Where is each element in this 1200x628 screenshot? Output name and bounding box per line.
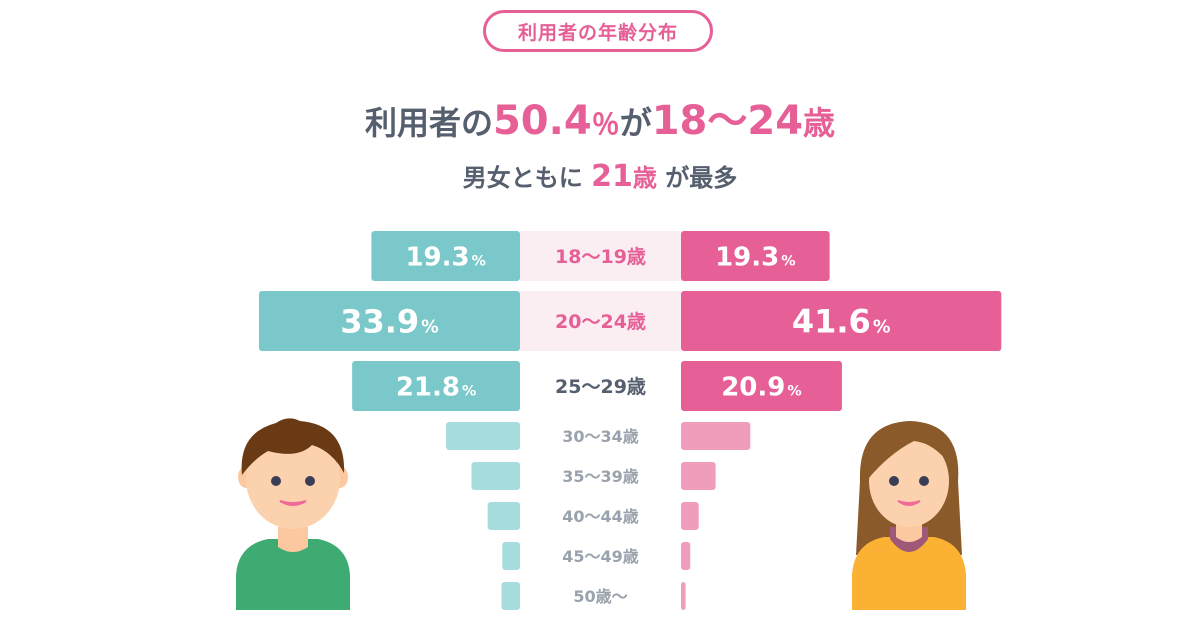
- male-bar-7: [501, 582, 520, 610]
- category-label-0: 18〜19歳: [555, 246, 646, 268]
- male-bar-2: [352, 361, 520, 411]
- male-bar-1: [258, 291, 520, 351]
- headline-suffix: 歳: [803, 104, 836, 142]
- female-bar-6: [681, 542, 691, 570]
- female-bar-0: [681, 231, 830, 281]
- headline-prefix: 利用者の: [364, 104, 493, 142]
- category-label-1: 20〜24歳: [555, 311, 646, 333]
- headline-range: 18〜24: [651, 98, 804, 144]
- headline-mid: が: [619, 104, 652, 142]
- male-bar-3: [446, 422, 520, 450]
- female-bar-5: [681, 502, 699, 530]
- subline-age-unit: 歳: [632, 164, 657, 192]
- female-bar-7: [681, 582, 686, 610]
- category-label-3: 30〜34歳: [562, 427, 639, 446]
- category-label-2: 25〜29歳: [555, 376, 646, 398]
- female-bar-3: [681, 422, 751, 450]
- female-bar-1: [681, 291, 1002, 351]
- male-bar-0: [371, 231, 520, 281]
- subline-suffix: が最多: [665, 164, 738, 192]
- category-label-5: 40〜44歳: [562, 507, 639, 526]
- subline-prefix: 男女ともに: [462, 164, 583, 192]
- category-highlight-0: [520, 231, 681, 281]
- male-bar-6: [502, 542, 520, 570]
- category-label-4: 35〜39歳: [562, 467, 639, 486]
- badge-label: 利用者の年齢分布: [517, 21, 678, 44]
- female-person-illustration: [852, 421, 966, 610]
- female-bar-4: [681, 462, 716, 490]
- category-highlight-1: [520, 291, 681, 351]
- headline-value: 50.4: [492, 98, 592, 144]
- subline-age: 21: [591, 159, 633, 194]
- male-person-illustration: [236, 418, 350, 610]
- female-bar-2: [681, 361, 842, 411]
- male-bar-4: [471, 462, 520, 490]
- category-label-7: 50歳〜: [573, 587, 627, 606]
- category-label-6: 45〜49歳: [562, 547, 639, 566]
- headline-pct: ％: [591, 108, 620, 141]
- subheadline: 男女ともに 21歳 が最多: [0, 158, 1200, 194]
- headline: 利用者の50.4％が18〜24歳: [0, 88, 1200, 146]
- male-bar-5: [487, 502, 520, 530]
- section-badge: 利用者の年齢分布: [483, 10, 713, 52]
